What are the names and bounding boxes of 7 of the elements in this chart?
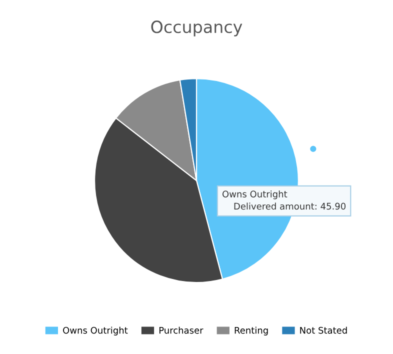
legend-label: Renting [234, 326, 268, 336]
text: Delivered amount: 45.90 [234, 202, 346, 210]
legend-label: Not Stated [300, 326, 347, 334]
legend-label: Purchaser [159, 326, 204, 334]
legend-label: Owns Outright [63, 326, 128, 336]
chart-title: Occupancy [151, 20, 242, 36]
text: Owns Outright [222, 190, 288, 200]
